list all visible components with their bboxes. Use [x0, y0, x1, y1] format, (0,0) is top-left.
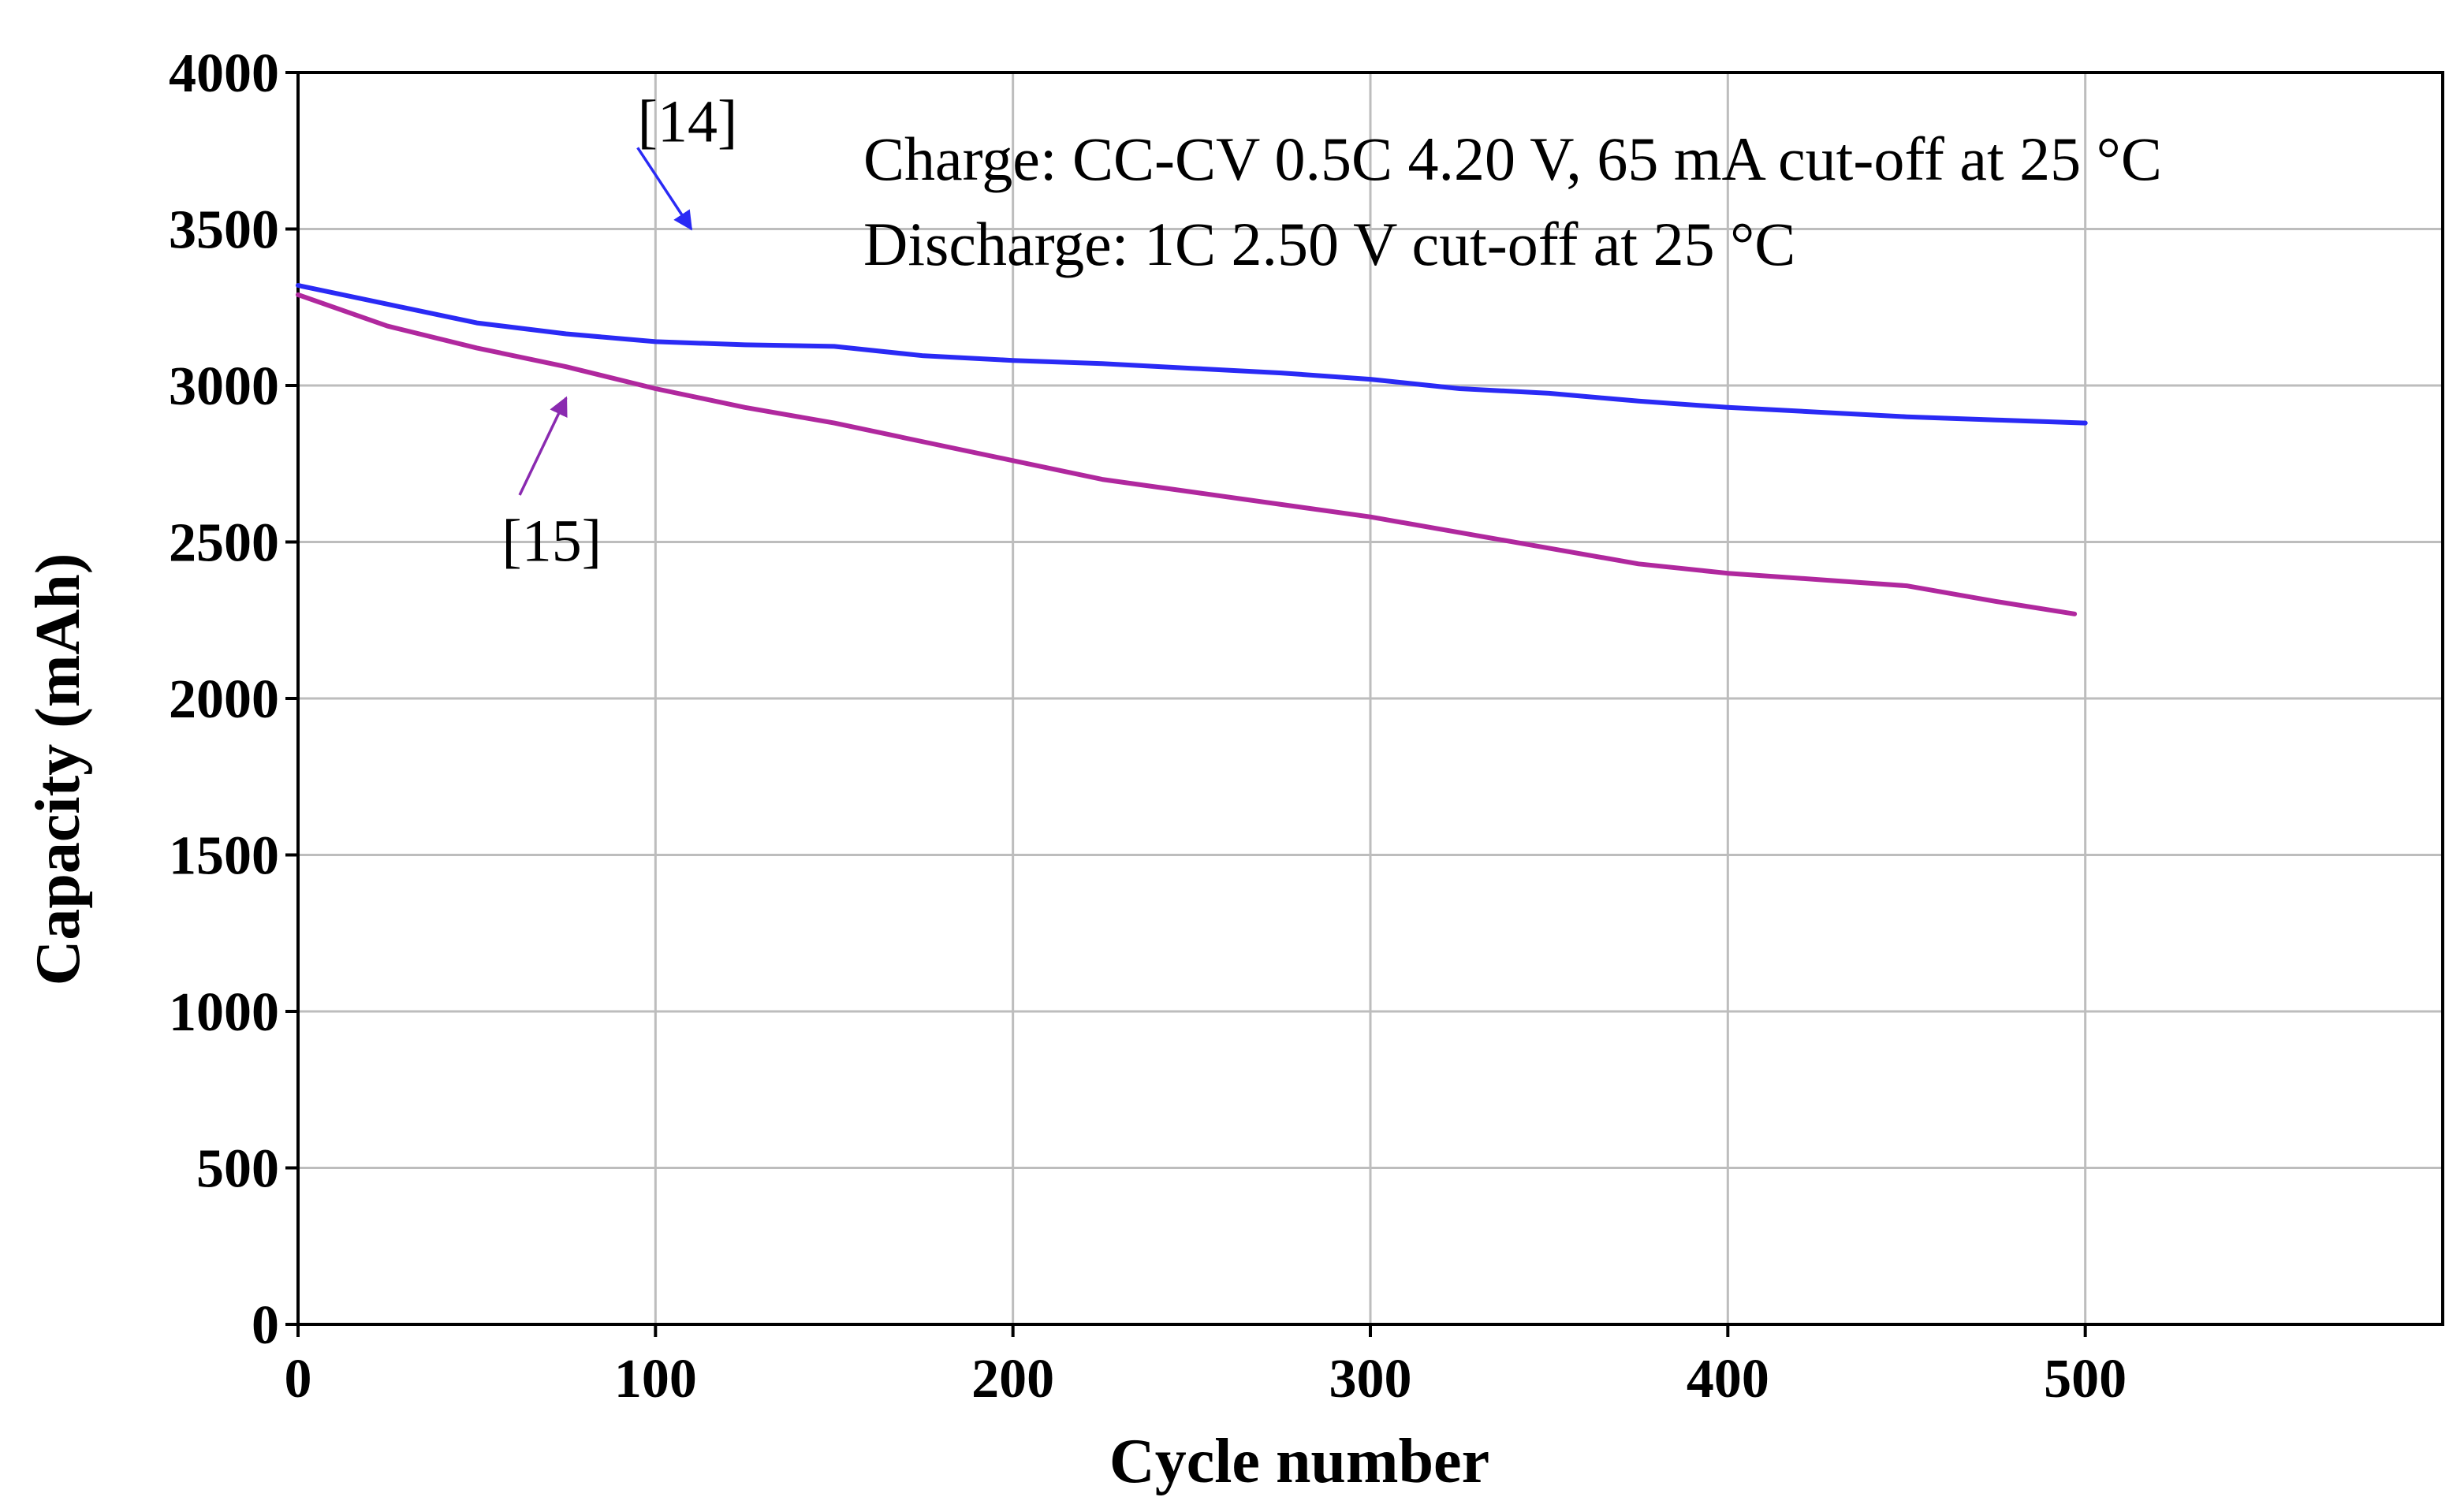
y-tick-label: 3500: [169, 200, 279, 261]
y-tick-label: 2000: [169, 669, 279, 730]
y-tick-label: 0: [252, 1295, 279, 1356]
discharge-condition-text: Discharge: 1C 2.50 V cut-off at 25 °C: [863, 210, 1795, 278]
annotation-label-2: [15]: [501, 508, 602, 574]
y-tick-label: 4000: [169, 43, 279, 104]
series-line-2: [296, 292, 2078, 616]
y-tick-label: 500: [196, 1139, 279, 1200]
x-tick-label: 500: [2044, 1349, 2127, 1410]
annotations: [14] [15]: [501, 88, 737, 574]
grid-lines: [298, 73, 2443, 1324]
annotation-label-1: [14]: [638, 88, 738, 155]
annotation-arrow-2: [518, 396, 568, 496]
series-layer: [296, 283, 2088, 616]
tick-labels: 0 500 1000 1500 2000 2500 3000 3500 4000 0 100 200 3…: [169, 43, 2127, 1410]
y-axis-title: Capacity (mAh): [24, 553, 93, 986]
x-axis-title: Cycle number: [1109, 1427, 1489, 1496]
y-tick-label: 2500: [169, 513, 279, 574]
x-tick-label: 400: [1687, 1349, 1769, 1410]
y-tick-label: 3000: [169, 356, 279, 417]
x-tick-label: 0: [285, 1349, 312, 1410]
x-tick-label: 100: [614, 1349, 697, 1410]
x-tick-label: 300: [1329, 1349, 1412, 1410]
x-tick-label: 200: [971, 1349, 1054, 1410]
series-line-1: [296, 283, 2088, 426]
y-tick-label: 1500: [169, 826, 279, 887]
y-tick-label: 1000: [169, 982, 279, 1043]
annotation-arrow-1: [636, 147, 693, 231]
charge-condition-text: Charge: CC-CV 0.5C 4.20 V, 65 mA cut-off…: [863, 125, 2162, 193]
